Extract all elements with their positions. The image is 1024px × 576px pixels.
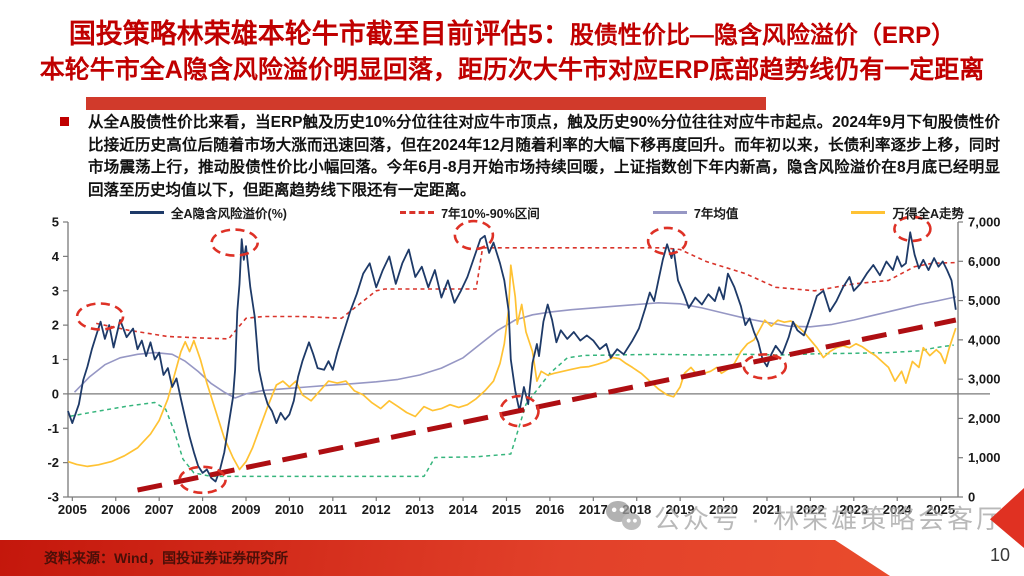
series-erp bbox=[67, 231, 957, 483]
left-axis-tick-label: 4 bbox=[52, 249, 60, 264]
highlight-ellipse-1 bbox=[75, 302, 125, 331]
right-axis-tick-label: 4,000 bbox=[968, 332, 1001, 347]
erp-chart: 5 4 3 2 1 0 -1 -2 -3 7,000 6,000 5,000 4,000 3,000 2,0… bbox=[0, 200, 1024, 545]
legend-item-1: 全A隐含风险溢价(%) bbox=[130, 203, 287, 222]
x-axis-tick-label: 2010 bbox=[275, 502, 304, 517]
key-point-text: 从全A股债性价比来看，当ERP触及历史10%分位往往对应牛市顶点，触及历史90%… bbox=[88, 114, 1000, 199]
x-axis-tick-label: 2016 bbox=[535, 502, 564, 517]
highlight-ellipse-4 bbox=[453, 219, 495, 251]
legend-label: 全A隐含风险溢价(%) bbox=[171, 207, 287, 221]
left-axis-tick-label: -3 bbox=[47, 490, 59, 505]
x-axis-tick-label: 2022 bbox=[796, 502, 825, 517]
right-axis-tick-label: 0 bbox=[968, 490, 975, 505]
left-axis-tick-label: 3 bbox=[52, 283, 59, 298]
highlight-ellipse-7 bbox=[742, 353, 788, 380]
key-point: 从全A股债性价比来看，当ERP触及历史10%分位往往对应牛市顶点，触及历史90%… bbox=[60, 112, 1000, 202]
x-axis-tick-label: 2020 bbox=[709, 502, 738, 517]
x-axis-tick-label: 2023 bbox=[839, 502, 868, 517]
highlight-ellipse-3 bbox=[210, 228, 259, 257]
chart-legend: 全A隐含风险溢价(%) 7年10%-90%区间 7年均值 万得全A走势 bbox=[130, 203, 964, 222]
left-axis-tick-label: 5 bbox=[52, 215, 59, 230]
title-line-1-sub: 股债性价比—隐含风险溢价（ERP） bbox=[569, 22, 956, 49]
right-axis-tick-label: 3,000 bbox=[968, 372, 1001, 387]
left-axis-tick-label: -2 bbox=[47, 455, 59, 470]
x-axis-tick-label: 2015 bbox=[492, 502, 521, 517]
title-line-1-main: 国投策略林荣雄本轮牛市截至目前评估5： bbox=[68, 19, 570, 49]
right-axis-tick-label: 2,000 bbox=[968, 411, 1001, 426]
chart-svg: 5 4 3 2 1 0 -1 -2 -3 7,000 6,000 5,000 4,000 3,000 2,0… bbox=[47, 215, 1001, 518]
x-axis-tick-label: 2006 bbox=[101, 502, 130, 517]
x-axis-tick-label: 2007 bbox=[145, 502, 174, 517]
title-underline-bar bbox=[86, 97, 766, 110]
slide-title: 国投策略林荣雄本轮牛市截至目前评估5：股债性价比—隐含风险溢价（ERP） 本轮牛… bbox=[0, 16, 1024, 87]
legend-swatch-icon bbox=[400, 211, 435, 214]
page-number: 10 bbox=[989, 545, 1010, 565]
left-axis-tick-label: 2 bbox=[52, 318, 59, 333]
x-axis-tick-label: 2013 bbox=[405, 502, 434, 517]
right-axis-tick-label: 5,000 bbox=[968, 293, 1001, 308]
left-axis-tick-label: -1 bbox=[47, 421, 59, 436]
watermark-text: 公众号 · 林荣雄策略会客厅 bbox=[654, 504, 1006, 534]
legend-label: 万得全A走势 bbox=[892, 207, 964, 221]
legend-item-4: 万得全A走势 bbox=[851, 203, 964, 222]
x-axis-tick-label: 2019 bbox=[666, 502, 695, 517]
x-axis-tick-label: 2011 bbox=[319, 502, 347, 517]
left-axis-tick-label: 0 bbox=[52, 386, 59, 401]
highlight-ellipse-8 bbox=[893, 215, 932, 243]
series-band-upper-90pct bbox=[96, 247, 956, 340]
x-axis-tick-label: 2014 bbox=[449, 502, 479, 517]
x-axis-tick-label: 2012 bbox=[362, 502, 391, 517]
footer-band bbox=[0, 540, 890, 576]
legend-swatch-icon bbox=[130, 211, 164, 214]
left-axis-tick-label: 1 bbox=[52, 352, 59, 367]
series-wind-all-a bbox=[67, 264, 957, 471]
right-axis-tick-label: 7,000 bbox=[968, 215, 1001, 230]
title-line-2: 本轮牛市全A隐含风险溢价明显回落，距历次大牛市对应ERP底部趋势线仍有一定距离 bbox=[39, 56, 985, 84]
legend-label: 7年均值 bbox=[693, 207, 739, 221]
right-axis-tick-label: 6,000 bbox=[968, 254, 1001, 269]
x-axis-tick-label: 2017 bbox=[579, 502, 608, 517]
x-axis-tick-label: 2005 bbox=[58, 502, 87, 517]
x-axis-tick-label: 2009 bbox=[232, 502, 261, 517]
series-band-lower-10pct bbox=[70, 344, 954, 478]
wechat-icon bbox=[606, 500, 644, 535]
watermark: 公众号 · 林荣雄策略会客厅 bbox=[606, 499, 1005, 536]
x-axis-tick-label: 2025 bbox=[926, 502, 955, 517]
legend-item-2: 7年10%-90%区间 bbox=[400, 203, 540, 222]
x-axis-tick-label: 2008 bbox=[188, 502, 217, 517]
legend-swatch-icon bbox=[652, 211, 687, 214]
x-axis-tick-label: 2021 bbox=[753, 502, 782, 517]
series-erp-bottom-trend bbox=[136, 317, 957, 493]
highlight-ellipse-5 bbox=[499, 394, 540, 428]
x-axis-tick-label: 2024 bbox=[883, 502, 913, 517]
highlight-ellipse-2 bbox=[178, 465, 227, 495]
bullet-square-icon bbox=[60, 117, 69, 126]
legend-swatch-icon bbox=[851, 211, 886, 214]
right-axis-tick-label: 1,000 bbox=[968, 450, 1001, 465]
legend-item-3: 7年均值 bbox=[652, 203, 739, 222]
title-line-1: 国投策略林荣雄本轮牛市截至目前评估5：股债性价比—隐含风险溢价（ERP） bbox=[0, 16, 1024, 54]
legend-label: 7年10%-90%区间 bbox=[441, 207, 540, 221]
source-text: 资料来源：Wind，国投证券证券研究所 bbox=[44, 550, 289, 566]
